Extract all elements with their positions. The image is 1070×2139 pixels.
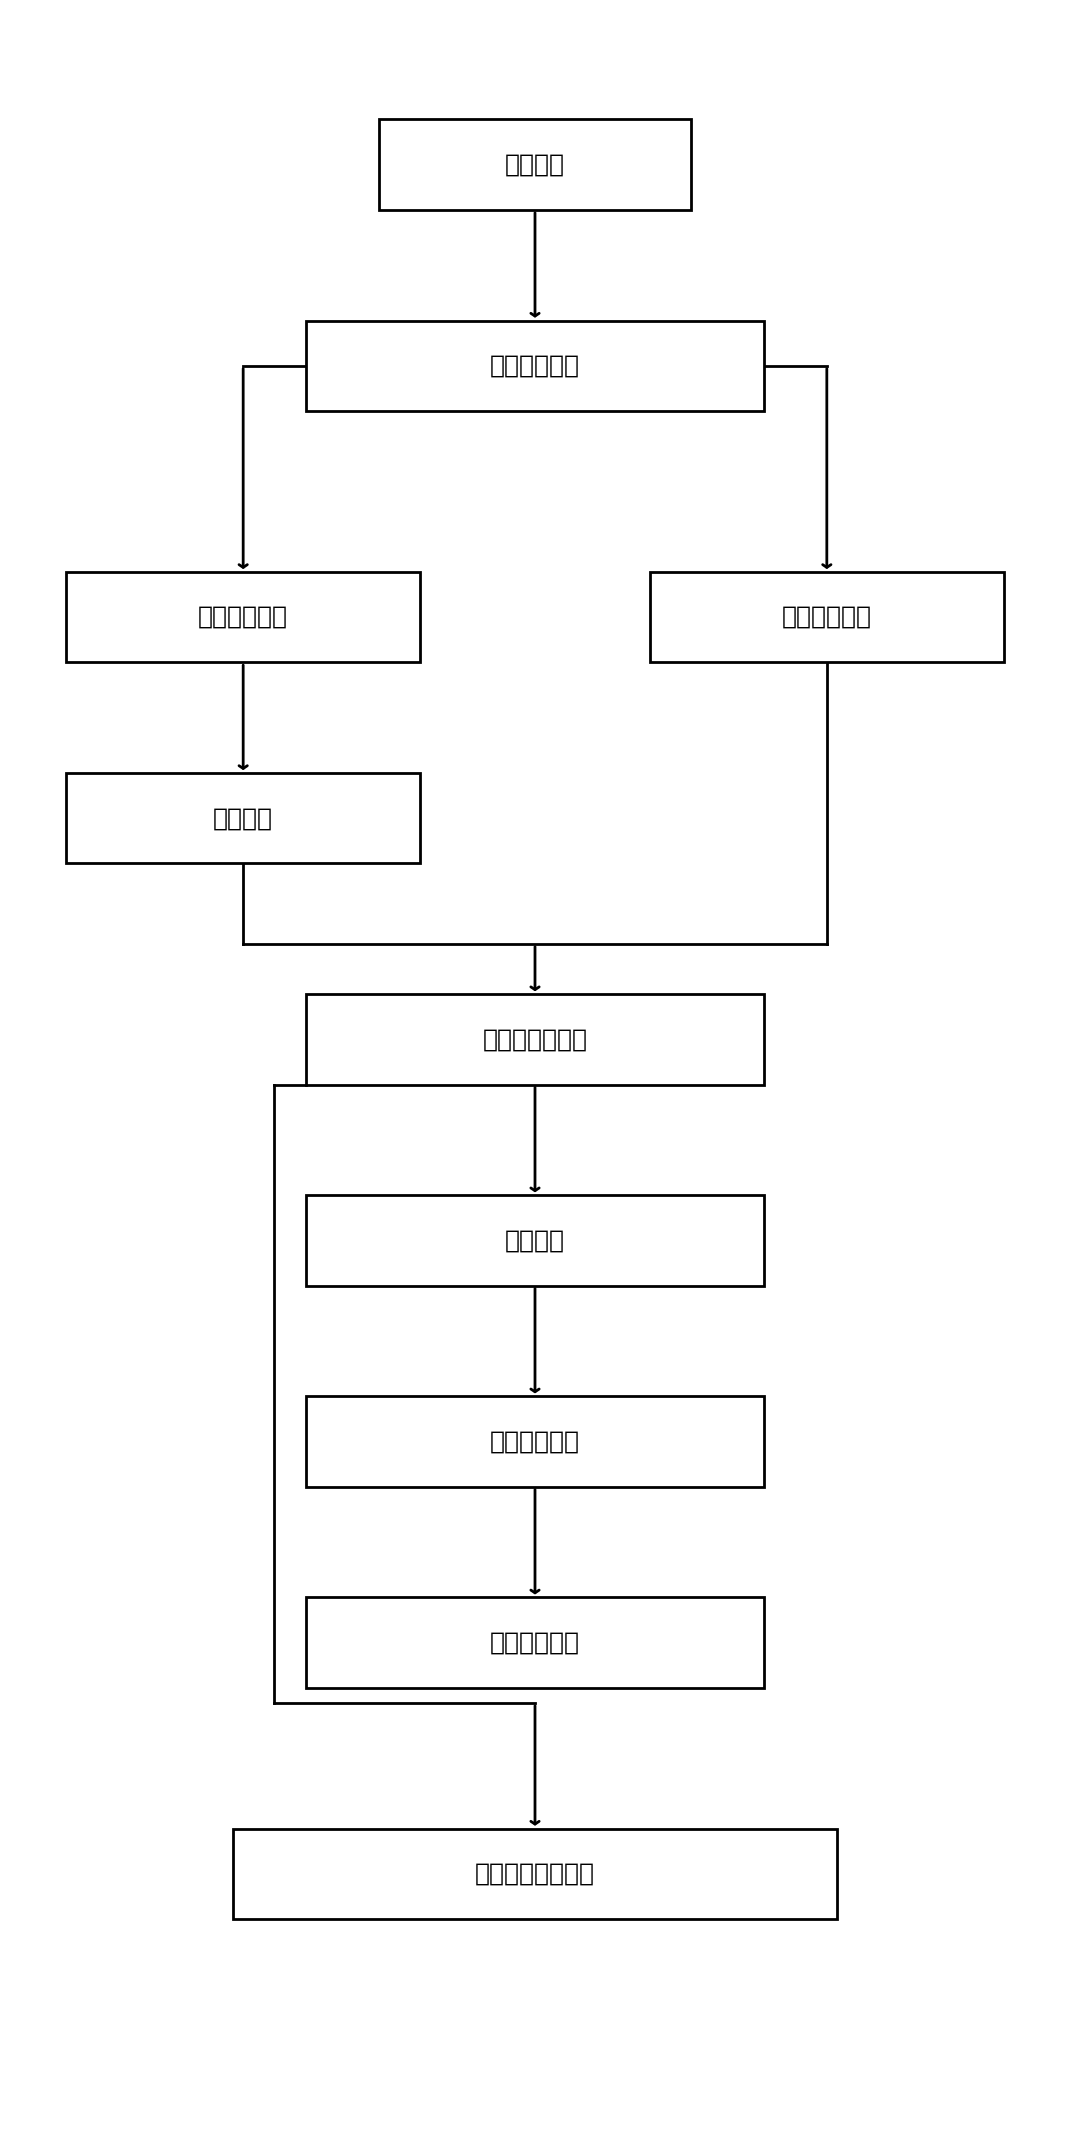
Text: 分割图二值化: 分割图二值化 [490,1630,580,1656]
Text: 反射分量估计: 反射分量估计 [782,605,872,629]
Bar [233,1829,837,1919]
Bar [306,321,764,411]
Text: 伽马变换: 伽马变换 [213,806,273,830]
Text: 红外热图: 红外热图 [505,152,565,178]
Bar [306,995,764,1084]
Text: 目标设备红外热图: 目标设备红外热图 [475,1861,595,1887]
Bar [66,772,421,864]
Bar [306,1196,764,1286]
Text: 增强的红外热图: 增强的红外热图 [483,1027,587,1052]
Bar [306,1598,764,1688]
Text: 照度分量估计: 照度分量估计 [198,605,288,629]
Bar [306,1397,764,1487]
Text: 区域类型判断: 区域类型判断 [490,353,580,379]
Text: 灰度阈值分割: 灰度阈值分割 [490,1429,580,1455]
Bar [649,571,1004,663]
Text: 灰度平滑: 灰度平滑 [505,1228,565,1253]
Bar [66,571,421,663]
Bar [379,120,691,210]
